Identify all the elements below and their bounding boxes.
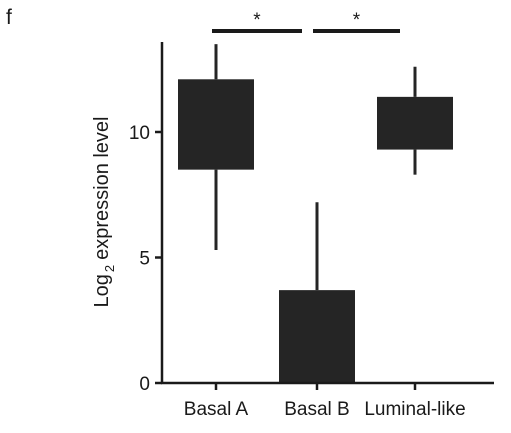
x-tick-label-basal-a: Basal A xyxy=(184,399,249,420)
y-axis-title-subscript: 2 xyxy=(102,265,117,272)
box-basal-a xyxy=(178,79,254,170)
significance-layer: * * xyxy=(212,10,400,33)
y-tick-label-0: 0 xyxy=(139,374,150,395)
significance-bracket-1: * xyxy=(212,10,302,33)
boxes-layer xyxy=(178,44,453,383)
box-group-luminal-like xyxy=(377,66,453,175)
x-tick-label-basal-b: Basal B xyxy=(284,399,349,420)
significance-star-1: * xyxy=(253,10,261,31)
y-axis-title-main: Log xyxy=(91,274,113,307)
y-axis-title: Log 2 expression level xyxy=(91,116,117,307)
x-tick-label-luminal-like: Luminal-like xyxy=(364,399,465,420)
box-luminal-like xyxy=(377,96,453,150)
y-axis-title-rest: expression level xyxy=(91,116,113,259)
axis-layer: 0 5 10 Basal A Basal B Luminal-like xyxy=(129,42,494,420)
significance-star-2: * xyxy=(353,10,361,31)
box-group-basal-a xyxy=(178,44,254,250)
significance-bracket-2: * xyxy=(313,10,400,33)
box-basal-b xyxy=(279,290,355,383)
panel-letter: f xyxy=(6,6,12,29)
svg-text:Log2expression level: Log 2 expression level xyxy=(91,116,117,307)
box-group-basal-b xyxy=(279,202,355,383)
y-tick-label-10: 10 xyxy=(129,123,150,144)
y-tick-label-5: 5 xyxy=(139,249,150,270)
